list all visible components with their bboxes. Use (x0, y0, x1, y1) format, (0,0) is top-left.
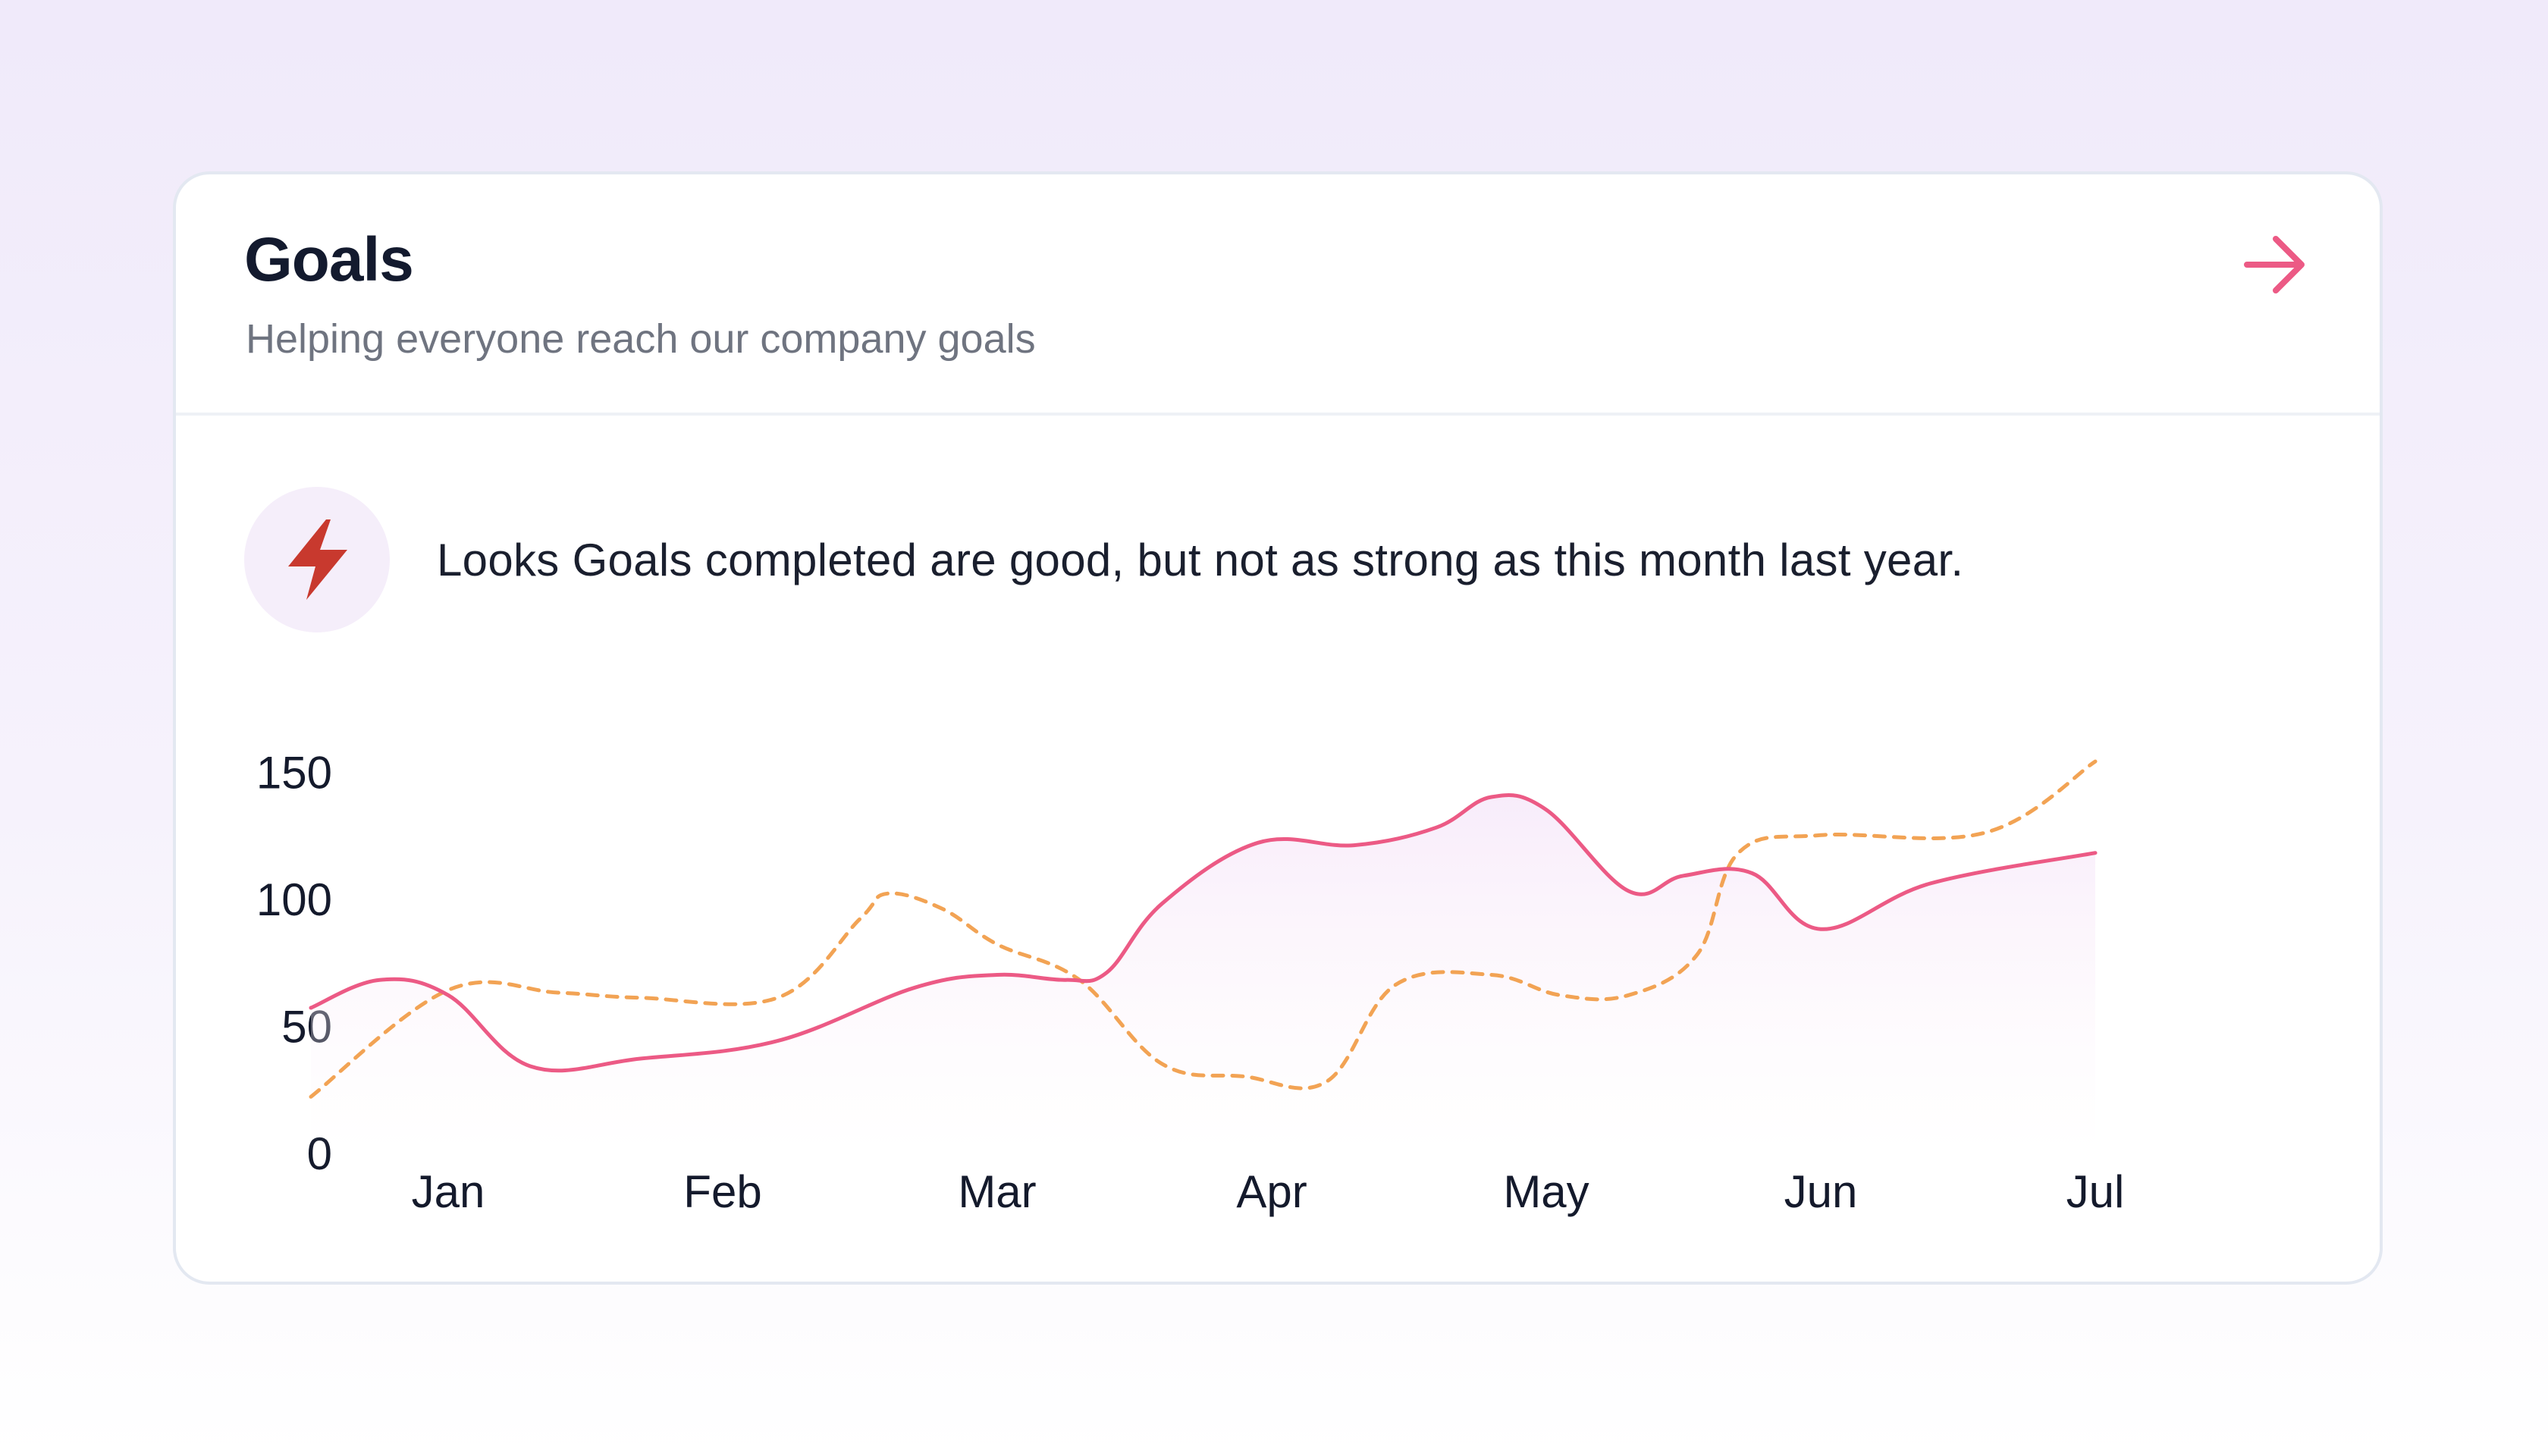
x-axis: Jan Feb Mar Apr May Jun Jul (412, 1166, 2125, 1217)
y-tick-label: 150 (256, 748, 332, 799)
x-tick-label: Jan (412, 1166, 485, 1217)
lightning-bolt-icon (288, 519, 347, 600)
card-title: Goals (244, 225, 414, 294)
insight-message: Looks Goals completed are good, but not … (437, 535, 1964, 585)
comparison-series-line (309, 759, 2098, 1099)
y-tick-label: 0 (307, 1128, 332, 1179)
goals-card: Goals Helping everyone reach our company… (173, 171, 2383, 1285)
x-tick-label: Jun (1784, 1166, 1858, 1217)
y-tick-label: 100 (256, 874, 332, 925)
x-tick-label: Feb (683, 1166, 761, 1217)
x-tick-label: May (1503, 1166, 1589, 1217)
primary-series-area (311, 795, 2095, 1153)
y-axis: 0 50 100 150 (256, 748, 332, 1180)
insight-icon-badge (244, 487, 390, 632)
y-tick-label: 50 (281, 1002, 332, 1053)
x-tick-label: Mar (958, 1166, 1036, 1217)
x-tick-label: Apr (1236, 1166, 1307, 1217)
card-header: Goals Helping everyone reach our company… (176, 174, 2380, 416)
open-goals-button[interactable] (2233, 223, 2316, 306)
arrow-right-icon (2244, 236, 2305, 293)
card-subtitle: Helping everyone reach our company goals (246, 316, 1036, 362)
x-tick-label: Jul (2066, 1166, 2125, 1217)
primary-series-line (309, 793, 2098, 1073)
